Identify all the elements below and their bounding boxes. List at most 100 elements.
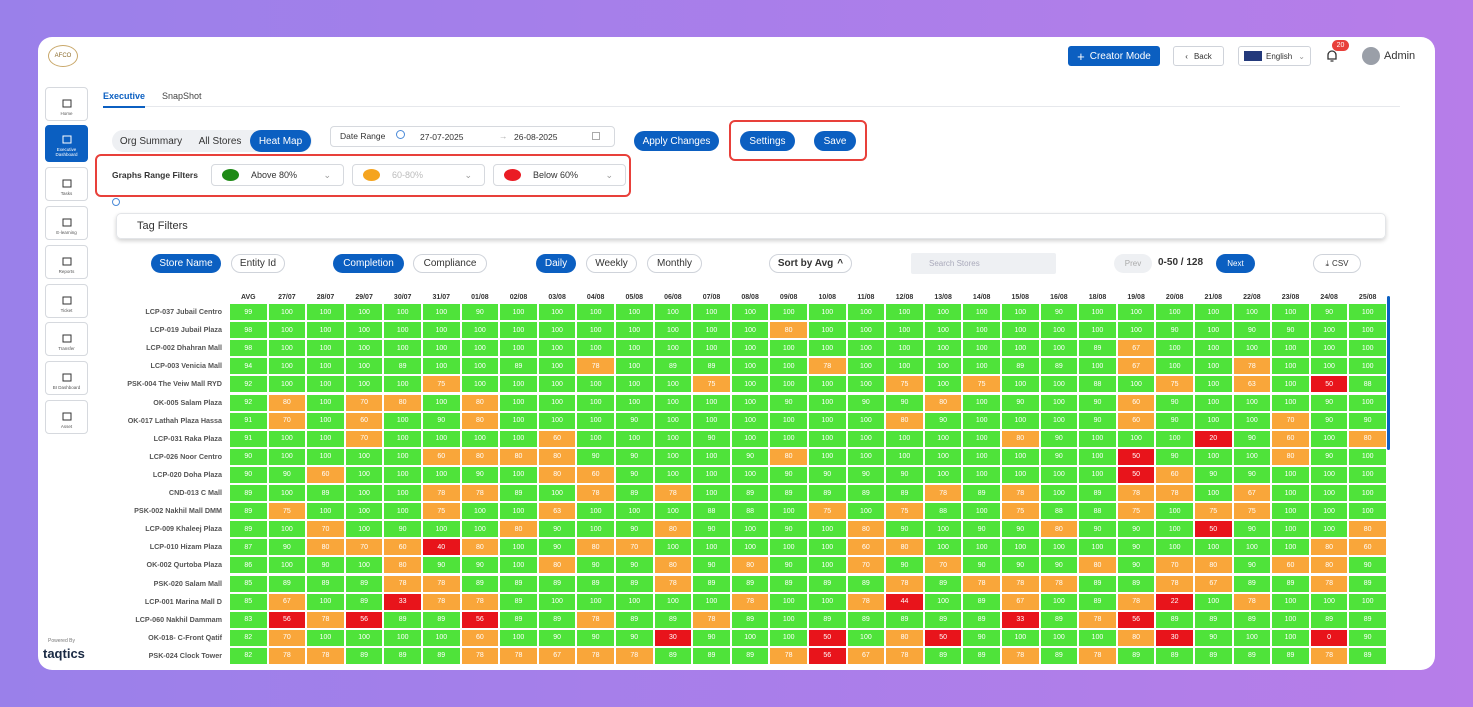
heat-cell[interactable]: 89 [499, 574, 538, 593]
heat-cell[interactable]: 100 [692, 447, 731, 466]
period-option-active[interactable]: Daily [536, 254, 576, 273]
heat-cell[interactable]: 89 [1348, 610, 1387, 629]
heat-cell[interactable]: 89 [885, 610, 924, 629]
heat-cell[interactable]: 100 [615, 357, 654, 376]
heat-cell[interactable]: 80 [460, 447, 500, 466]
heat-cell[interactable]: 100 [1348, 339, 1387, 358]
heat-cell[interactable]: 89 [1348, 574, 1387, 593]
heat-cell[interactable]: 67 [846, 646, 886, 665]
heat-cell[interactable]: 100 [846, 429, 886, 448]
heat-cell[interactable]: 90 [267, 465, 307, 484]
heat-cell[interactable]: 80 [460, 393, 500, 412]
heat-cell[interactable]: 67 [1194, 574, 1233, 593]
heat-cell[interactable]: 89 [923, 646, 963, 665]
heat-cell[interactable]: 100 [1232, 411, 1272, 430]
heat-cell[interactable]: 50 [923, 628, 963, 647]
heat-cell[interactable]: 89 [499, 592, 538, 611]
heat-cell[interactable]: 22 [1155, 592, 1194, 611]
heat-cell[interactable]: 78 [885, 574, 924, 593]
heat-cell[interactable]: 100 [1194, 339, 1233, 358]
tag-filters[interactable]: Tag Filters [116, 213, 1386, 239]
heat-cell[interactable]: 89 [692, 357, 731, 376]
heat-cell[interactable]: 30 [653, 628, 693, 647]
heat-cell[interactable]: 100 [808, 321, 847, 340]
heat-cell[interactable]: 90 [1309, 411, 1349, 430]
heat-cell[interactable]: 89 [1039, 610, 1079, 629]
heat-cell[interactable]: 100 [769, 592, 808, 611]
heat-cell[interactable]: 100 [808, 303, 847, 322]
heat-cell[interactable]: 90 [615, 447, 654, 466]
heat-cell[interactable]: 100 [962, 321, 1001, 340]
heat-cell[interactable]: 90 [267, 538, 307, 557]
heat-cell[interactable]: 82 [229, 646, 268, 665]
heat-cell[interactable]: 90 [615, 411, 654, 430]
heat-cell[interactable]: 90 [1271, 321, 1310, 340]
user-name[interactable]: Admin [1384, 50, 1416, 62]
heat-cell[interactable]: 100 [653, 592, 693, 611]
heat-cell[interactable]: 100 [769, 502, 808, 521]
heat-cell[interactable]: 100 [730, 520, 770, 539]
heat-cell[interactable]: 100 [460, 520, 500, 539]
creator-mode-button[interactable]: + Creator Mode [1068, 46, 1160, 66]
save-button[interactable]: Save [814, 131, 856, 151]
heat-cell[interactable]: 100 [923, 592, 963, 611]
heat-cell[interactable]: 100 [615, 429, 654, 448]
heat-cell[interactable]: 100 [1039, 465, 1079, 484]
heat-cell[interactable]: 90 [885, 393, 924, 412]
heat-cell[interactable]: 100 [1348, 592, 1387, 611]
heat-cell[interactable]: 89 [923, 574, 963, 593]
heat-cell[interactable]: 100 [808, 429, 847, 448]
heat-cell[interactable]: 100 [1194, 303, 1233, 322]
heat-cell[interactable]: 89 [846, 574, 886, 593]
heat-cell[interactable]: 90 [962, 628, 1001, 647]
heat-cell[interactable]: 89 [267, 574, 307, 593]
heat-cell[interactable]: 89 [1232, 610, 1272, 629]
group-option[interactable]: Entity Id [231, 254, 285, 273]
tab-active[interactable]: Executive [103, 91, 146, 108]
heat-cell[interactable]: 90 [615, 628, 654, 647]
heat-cell[interactable]: 89 [1039, 357, 1079, 376]
heat-cell[interactable]: 80 [653, 520, 693, 539]
heat-cell[interactable]: 100 [344, 556, 384, 575]
heat-cell[interactable]: 100 [730, 357, 770, 376]
heat-cell[interactable]: 89 [1194, 610, 1233, 629]
heat-cell[interactable]: 100 [923, 375, 963, 394]
heat-cell[interactable]: 100 [1232, 628, 1272, 647]
heat-cell[interactable]: 100 [306, 321, 345, 340]
heat-cell[interactable]: 90 [1078, 520, 1117, 539]
heat-cell[interactable]: 100 [1039, 538, 1079, 557]
heat-cell[interactable]: 83 [229, 610, 268, 629]
heat-cell[interactable]: 78 [576, 646, 615, 665]
heat-cell[interactable]: 80 [1116, 628, 1156, 647]
heat-cell[interactable]: 100 [267, 357, 307, 376]
heat-cell[interactable]: 78 [1001, 574, 1040, 593]
heat-cell[interactable]: 100 [1309, 321, 1349, 340]
heat-cell[interactable]: 100 [460, 375, 500, 394]
heat-cell[interactable]: 89 [846, 484, 886, 503]
heat-cell[interactable]: 100 [1078, 303, 1117, 322]
heat-cell[interactable]: 89 [962, 484, 1001, 503]
heat-cell[interactable]: 100 [1309, 465, 1349, 484]
heat-cell[interactable]: 100 [653, 321, 693, 340]
heat-cell[interactable]: 100 [344, 375, 384, 394]
heat-cell[interactable]: 100 [885, 447, 924, 466]
heat-cell[interactable]: 100 [1039, 375, 1079, 394]
heat-cell[interactable]: 100 [576, 393, 615, 412]
heat-cell[interactable]: 90 [422, 411, 461, 430]
heat-cell[interactable]: 80 [730, 556, 770, 575]
heat-cell[interactable]: 56 [460, 610, 500, 629]
heat-cell[interactable]: 100 [1078, 628, 1117, 647]
heat-cell[interactable]: 90 [1001, 520, 1040, 539]
heat-cell[interactable]: 89 [730, 610, 770, 629]
tab[interactable]: SnapShot [162, 91, 202, 101]
heat-cell[interactable]: 100 [1348, 393, 1387, 412]
heat-cell[interactable]: 90 [537, 628, 577, 647]
heat-cell[interactable]: 100 [267, 429, 307, 448]
heat-cell[interactable]: 100 [769, 429, 808, 448]
heat-cell[interactable]: 100 [383, 429, 422, 448]
heat-cell[interactable]: 100 [306, 628, 345, 647]
heat-cell[interactable]: 82 [229, 628, 268, 647]
heat-cell[interactable]: 90 [1001, 556, 1040, 575]
heat-cell[interactable]: 100 [306, 339, 345, 358]
heat-cell[interactable]: 89 [1194, 646, 1233, 665]
